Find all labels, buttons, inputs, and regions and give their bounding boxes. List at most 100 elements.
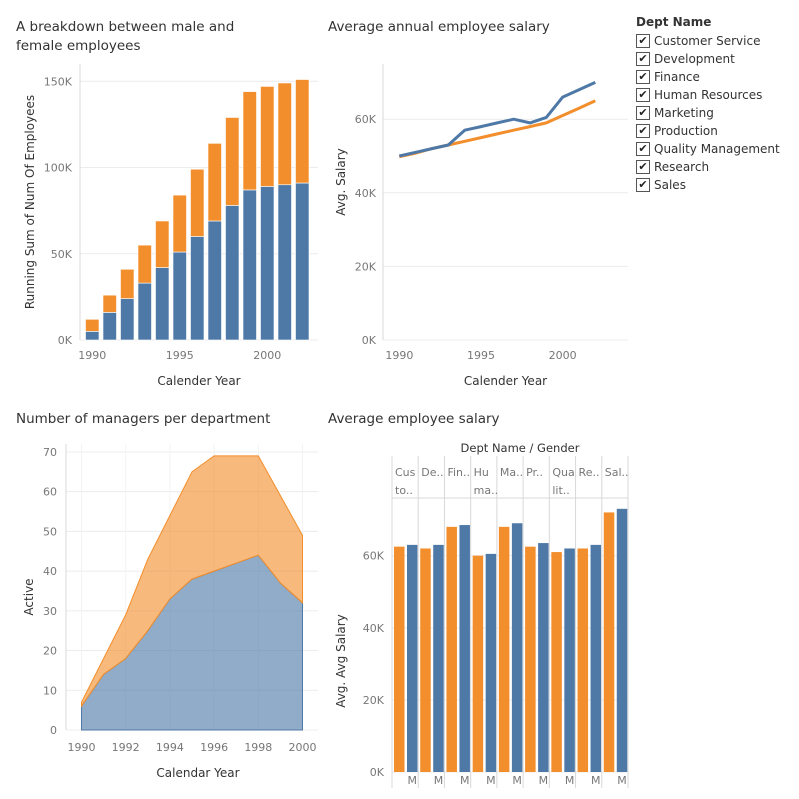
bar: [394, 546, 405, 772]
filter-item-label: Development: [654, 52, 735, 66]
filter-item[interactable]: ✔ Production: [636, 122, 796, 140]
dept-salary-chart: Dept Name / Gender 0K 20K 40K 60K Cus to.. M De.…: [334, 441, 629, 788]
y-tick-label: 10: [43, 684, 57, 697]
filter-item-label: Marketing: [654, 106, 714, 120]
y-tick-label: 40K: [363, 622, 385, 635]
x-tick-label: 1992: [112, 741, 140, 754]
bar-segment: [85, 331, 100, 341]
y-axis-label: Running Sum of Num Of Employees: [23, 95, 37, 309]
bar: [459, 525, 470, 772]
bar-segment: [172, 251, 187, 341]
category-header-label: Qua: [552, 466, 574, 479]
bar: [525, 546, 536, 772]
gender-breakdown-chart: 0K 50K 100K 150K 1990 1995 2000 Calender Year Ru…: [23, 64, 318, 388]
filter-item[interactable]: ✔ Sales: [636, 176, 796, 194]
y-tick-label: 0K: [58, 334, 73, 347]
gender-tick-label: M: [565, 774, 575, 787]
bar-segment: [137, 244, 152, 284]
bar: [420, 548, 431, 772]
gender-tick-label: M: [591, 774, 601, 787]
filter-title: Dept Name: [636, 15, 712, 29]
filter-item[interactable]: ✔ Research: [636, 158, 796, 176]
checkbox-checked-icon[interactable]: ✔: [636, 106, 650, 120]
bar: [498, 526, 510, 772]
bar-segment: [242, 189, 257, 341]
filter-item-label: Sales: [654, 178, 686, 192]
x-tick-label: 1994: [156, 741, 184, 754]
y-axis-label: Avg. Salary: [334, 148, 348, 216]
x-tick-label: 2000: [289, 741, 317, 754]
category-header-label: Re..: [579, 466, 600, 479]
y-tick-label: 20: [43, 645, 57, 658]
chart-title-annual-salary: Average annual employee salary: [328, 19, 550, 35]
checkbox-checked-icon[interactable]: ✔: [636, 142, 650, 156]
bar: [446, 526, 457, 772]
filter-item[interactable]: ✔ Quality Management: [636, 140, 796, 158]
filter-item[interactable]: ✔ Marketing: [636, 104, 796, 122]
bar-segment: [155, 267, 170, 341]
bar-segment: [120, 268, 135, 299]
y-tick-label: 0K: [370, 766, 385, 779]
gender-tick-label: M: [460, 774, 470, 787]
bar-segment: [207, 220, 222, 341]
filter-item[interactable]: ✔ Development: [636, 50, 796, 68]
y-tick-label: 150K: [44, 75, 73, 88]
chart-title-gender-breakdown: A breakdown between male and female empl…: [16, 19, 235, 54]
filter-item-label: Customer Service: [654, 34, 761, 48]
bar-segment: [207, 143, 222, 222]
category-header-label: Sal..: [605, 466, 629, 479]
bar: [407, 544, 418, 772]
bar-segment: [277, 82, 292, 186]
gender-tick-label: M: [434, 774, 444, 787]
bar: [538, 543, 549, 772]
x-tick-label: 1990: [78, 349, 106, 362]
x-tick-label: 1995: [166, 349, 194, 362]
y-axis-label: Avg. Avg Salary: [334, 614, 348, 708]
bar-segment: [225, 205, 240, 341]
bar-segment: [190, 168, 205, 237]
filter-item[interactable]: ✔ Finance: [636, 68, 796, 86]
x-tick-label: 1998: [244, 741, 272, 754]
filter-item-label: Quality Management: [654, 142, 780, 156]
bar-segment: [260, 186, 275, 341]
bar-segment: [120, 298, 135, 341]
filter-item-label: Finance: [654, 70, 700, 84]
area-band: [81, 455, 303, 708]
bar-segment: [260, 86, 275, 187]
y-tick-label: 0K: [362, 334, 377, 347]
pane-header-label: Dept Name / Gender: [461, 441, 580, 455]
filter-item[interactable]: ✔ Customer Service: [636, 32, 796, 50]
category-header-label: Cus: [395, 466, 416, 479]
filter-item[interactable]: ✔ Human Resources: [636, 86, 796, 104]
gender-tick-label: M: [486, 774, 496, 787]
bar-segment: [277, 184, 292, 341]
bar-segment: [295, 182, 310, 341]
gender-tick-label: M: [617, 774, 627, 787]
checkbox-checked-icon[interactable]: ✔: [636, 124, 650, 138]
bar-segment: [102, 312, 117, 341]
checkbox-checked-icon[interactable]: ✔: [636, 178, 650, 192]
checkbox-checked-icon[interactable]: ✔: [636, 160, 650, 174]
bar-segment: [85, 318, 100, 332]
y-tick-label: 20K: [363, 694, 385, 707]
filter-item-label: Research: [654, 160, 710, 174]
y-tick-label: 60K: [355, 113, 377, 126]
checkbox-checked-icon[interactable]: ✔: [636, 52, 650, 66]
bar-segment: [172, 194, 187, 253]
x-tick-label: 1995: [467, 349, 495, 362]
y-tick-label: 40K: [355, 187, 377, 200]
checkbox-checked-icon[interactable]: ✔: [636, 34, 650, 48]
bar-segment: [242, 91, 257, 191]
filter-item-label: Production: [654, 124, 718, 138]
bar: [511, 523, 523, 772]
category-header-label: to..: [395, 484, 413, 497]
gender-tick-label: M: [539, 774, 549, 787]
bar: [433, 544, 444, 772]
y-tick-label: 100K: [44, 162, 73, 175]
checkbox-checked-icon[interactable]: ✔: [636, 70, 650, 84]
category-header-label: Hu: [474, 466, 489, 479]
bar-segment: [295, 79, 310, 184]
checkbox-checked-icon[interactable]: ✔: [636, 88, 650, 102]
